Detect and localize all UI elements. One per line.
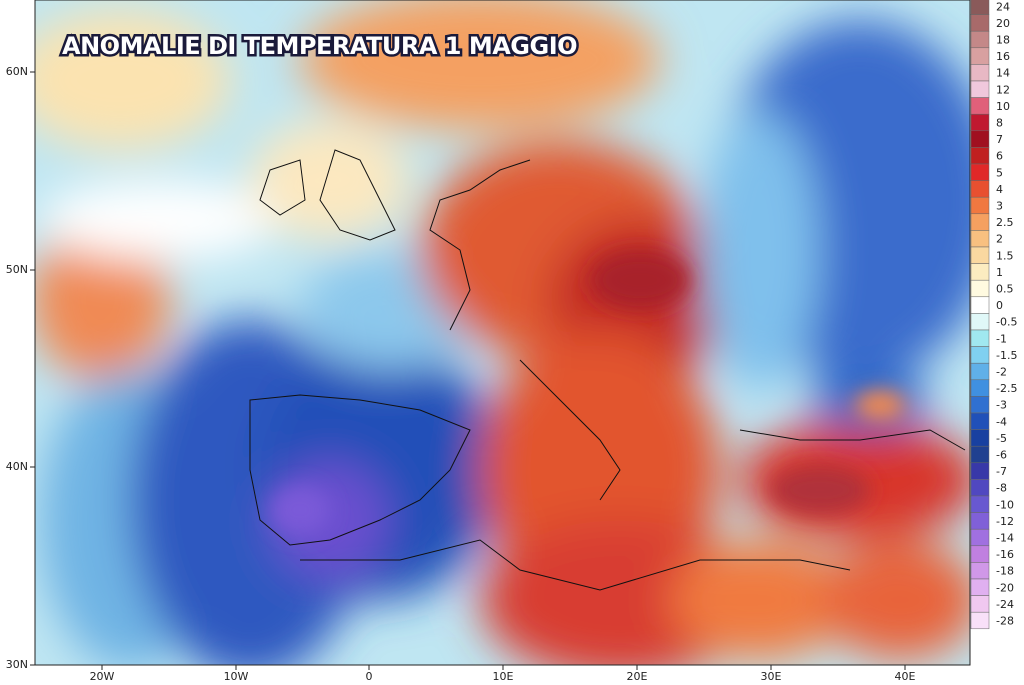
legend-label: 10 (996, 100, 1010, 113)
lon-label: 20E (627, 670, 648, 683)
legend-label: -24 (996, 598, 1014, 611)
legend-label: -16 (996, 548, 1014, 561)
legend-swatch (970, 246, 990, 264)
legend-label: -1 (996, 332, 1007, 345)
legend-swatch (970, 545, 990, 563)
legend-swatch (970, 379, 990, 397)
legend-swatch (970, 0, 990, 15)
legend-label: 24 (996, 0, 1010, 13)
legend-label: -5 (996, 432, 1007, 445)
legend-label: 0 (996, 299, 1003, 312)
legend-swatch (970, 180, 990, 198)
lon-label: 20W (90, 670, 115, 683)
legend-label: -0.5 (996, 316, 1017, 329)
legend-swatch (970, 47, 990, 65)
legend-label: -28 (996, 615, 1014, 628)
legend-label: -20 (996, 581, 1014, 594)
legend-swatch (970, 147, 990, 165)
legend-swatch (970, 213, 990, 231)
legend-label: 2 (996, 233, 1003, 246)
legend-label: 18 (996, 34, 1010, 47)
legend-swatch (970, 30, 990, 49)
legend-swatch (970, 445, 990, 464)
legend-swatch (970, 263, 990, 281)
legend-swatch (970, 346, 990, 364)
legend-label: -1.5 (996, 349, 1017, 362)
lat-label: 30N (6, 658, 28, 671)
legend-label: 6 (996, 150, 1003, 163)
legend-swatch (970, 230, 990, 248)
coastlines (249, 149, 966, 591)
legend-label: -18 (996, 565, 1014, 578)
legend-label: -10 (996, 498, 1014, 511)
anomaly-map (35, 0, 970, 665)
legend-label: 5 (996, 166, 1003, 179)
lon-label: 30E (761, 670, 782, 683)
legend-label: -2 (996, 366, 1007, 379)
legend-label: -3 (996, 399, 1007, 412)
legend-swatch (970, 313, 990, 331)
legend-swatch (970, 528, 990, 547)
legend-swatch (970, 611, 990, 630)
lon-label: 40E (895, 670, 916, 683)
legend-swatch (970, 80, 990, 98)
legend-swatch (970, 97, 990, 115)
lon-label: 10E (493, 670, 514, 683)
map-title: ANOMALIE DI TEMPERATURA 1 MAGGIO (62, 32, 577, 60)
legend-label: -2.5 (996, 382, 1017, 395)
legend-swatch (970, 578, 990, 596)
legend-label: 7 (996, 133, 1003, 146)
legend-swatch (970, 479, 990, 497)
legend-swatch (970, 562, 990, 580)
legend-swatch (970, 329, 990, 347)
lat-label: 50N (6, 263, 28, 276)
legend-swatch (970, 362, 990, 381)
legend-label: -14 (996, 532, 1014, 545)
legend-swatch (970, 462, 990, 480)
legend-swatch (970, 595, 990, 613)
legend-label: 12 (996, 83, 1010, 96)
legend-label: 8 (996, 117, 1003, 130)
legend-swatch (970, 64, 990, 82)
legend-label: 3 (996, 200, 1003, 213)
legend-label: 0.5 (996, 283, 1014, 296)
legend-swatch (970, 296, 990, 314)
legend-swatch (970, 512, 990, 530)
lat-label: 60N (6, 65, 28, 78)
lon-label: 10W (224, 670, 249, 683)
legend-swatch (970, 429, 990, 447)
legend-label: 20 (996, 17, 1010, 30)
legend-label: -7 (996, 465, 1007, 478)
lon-label: 0 (366, 670, 373, 683)
legend-label: 1.5 (996, 249, 1014, 262)
legend-label: 4 (996, 183, 1003, 196)
legend-swatch (970, 279, 990, 298)
legend-swatch (970, 14, 990, 32)
legend-swatch (970, 412, 990, 430)
legend-label: 2.5 (996, 216, 1014, 229)
legend-swatch (970, 196, 990, 215)
legend-label: -4 (996, 415, 1007, 428)
legend-label: 16 (996, 50, 1010, 63)
legend-swatch (970, 163, 990, 181)
legend-label: -12 (996, 515, 1014, 528)
legend-label: -8 (996, 482, 1007, 495)
legend-swatch (970, 113, 990, 132)
lat-label: 40N (6, 460, 28, 473)
legend-swatch (970, 396, 990, 414)
legend-label: 14 (996, 67, 1010, 80)
legend-label: 1 (996, 266, 1003, 279)
legend-swatch (970, 495, 990, 513)
legend-swatch (970, 130, 990, 148)
legend-label: -6 (996, 449, 1007, 462)
